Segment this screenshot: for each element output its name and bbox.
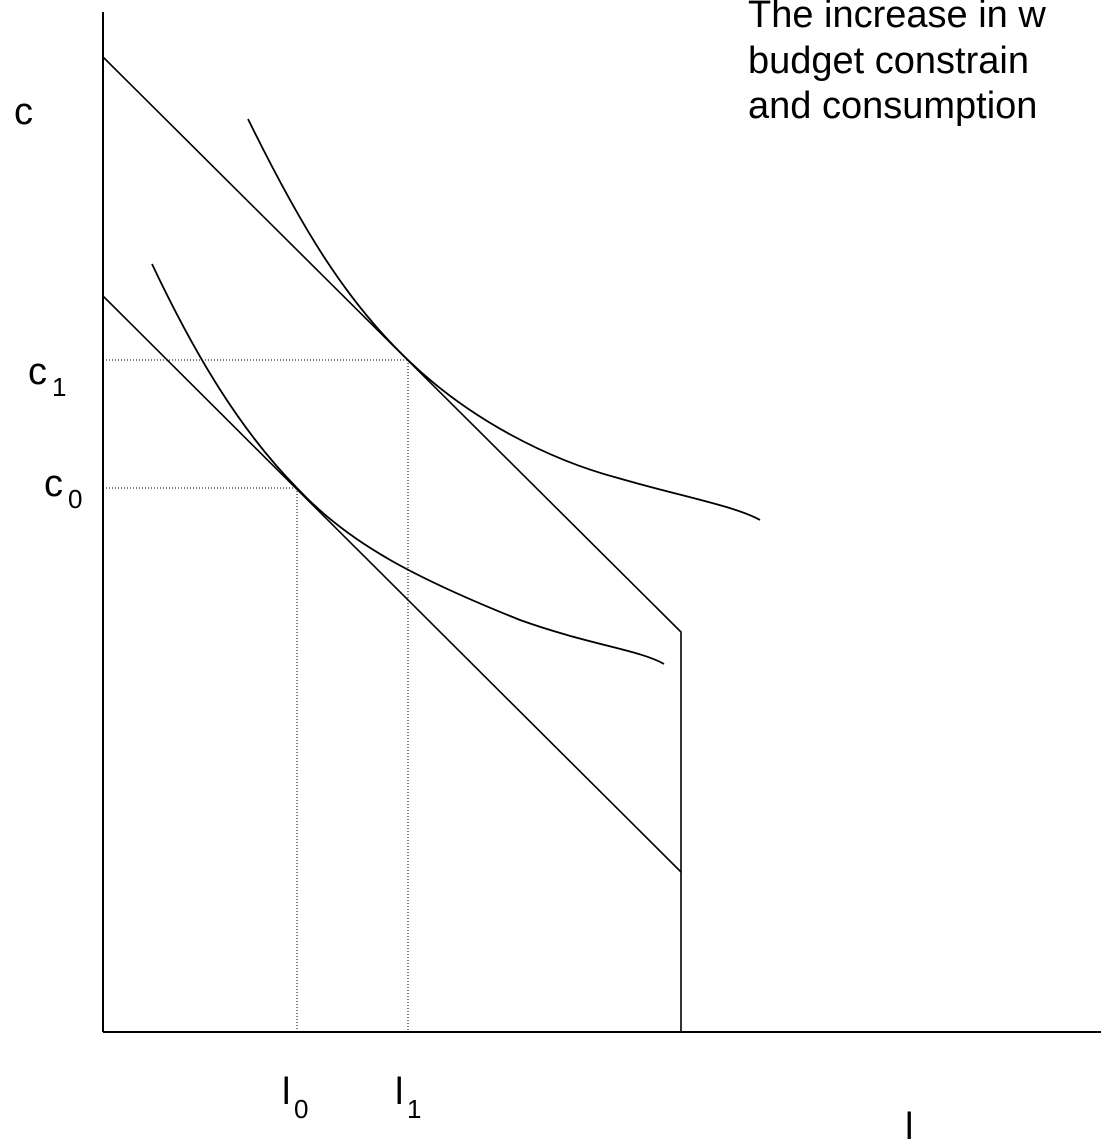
c0-label-subscript: 0	[68, 484, 82, 514]
l1-label-subscript: 1	[407, 1094, 421, 1124]
caption-line-1: The increase in w	[748, 0, 1046, 36]
caption-line-2: budget constrain	[748, 40, 1029, 82]
budget-constraint-low-wage	[102, 295, 682, 873]
c1-label-main: c	[28, 351, 47, 393]
l0-label-subscript: 0	[294, 1094, 308, 1124]
c1-label-subscript: 1	[52, 372, 66, 402]
c1-label: c	[28, 351, 47, 393]
indifference-curve-high	[247, 118, 761, 521]
budget-constraint-high-wage	[102, 56, 682, 1032]
c0-label: c	[44, 463, 63, 505]
c0-label-main: c	[44, 463, 63, 505]
x-axis-label: l	[905, 1106, 913, 1139]
y-axis-label: c	[14, 91, 33, 133]
indifference-curve-low	[151, 263, 665, 665]
caption-line-3: and consumption	[748, 85, 1037, 127]
l1-label: l	[395, 1071, 403, 1113]
l0-label: l	[282, 1071, 290, 1113]
